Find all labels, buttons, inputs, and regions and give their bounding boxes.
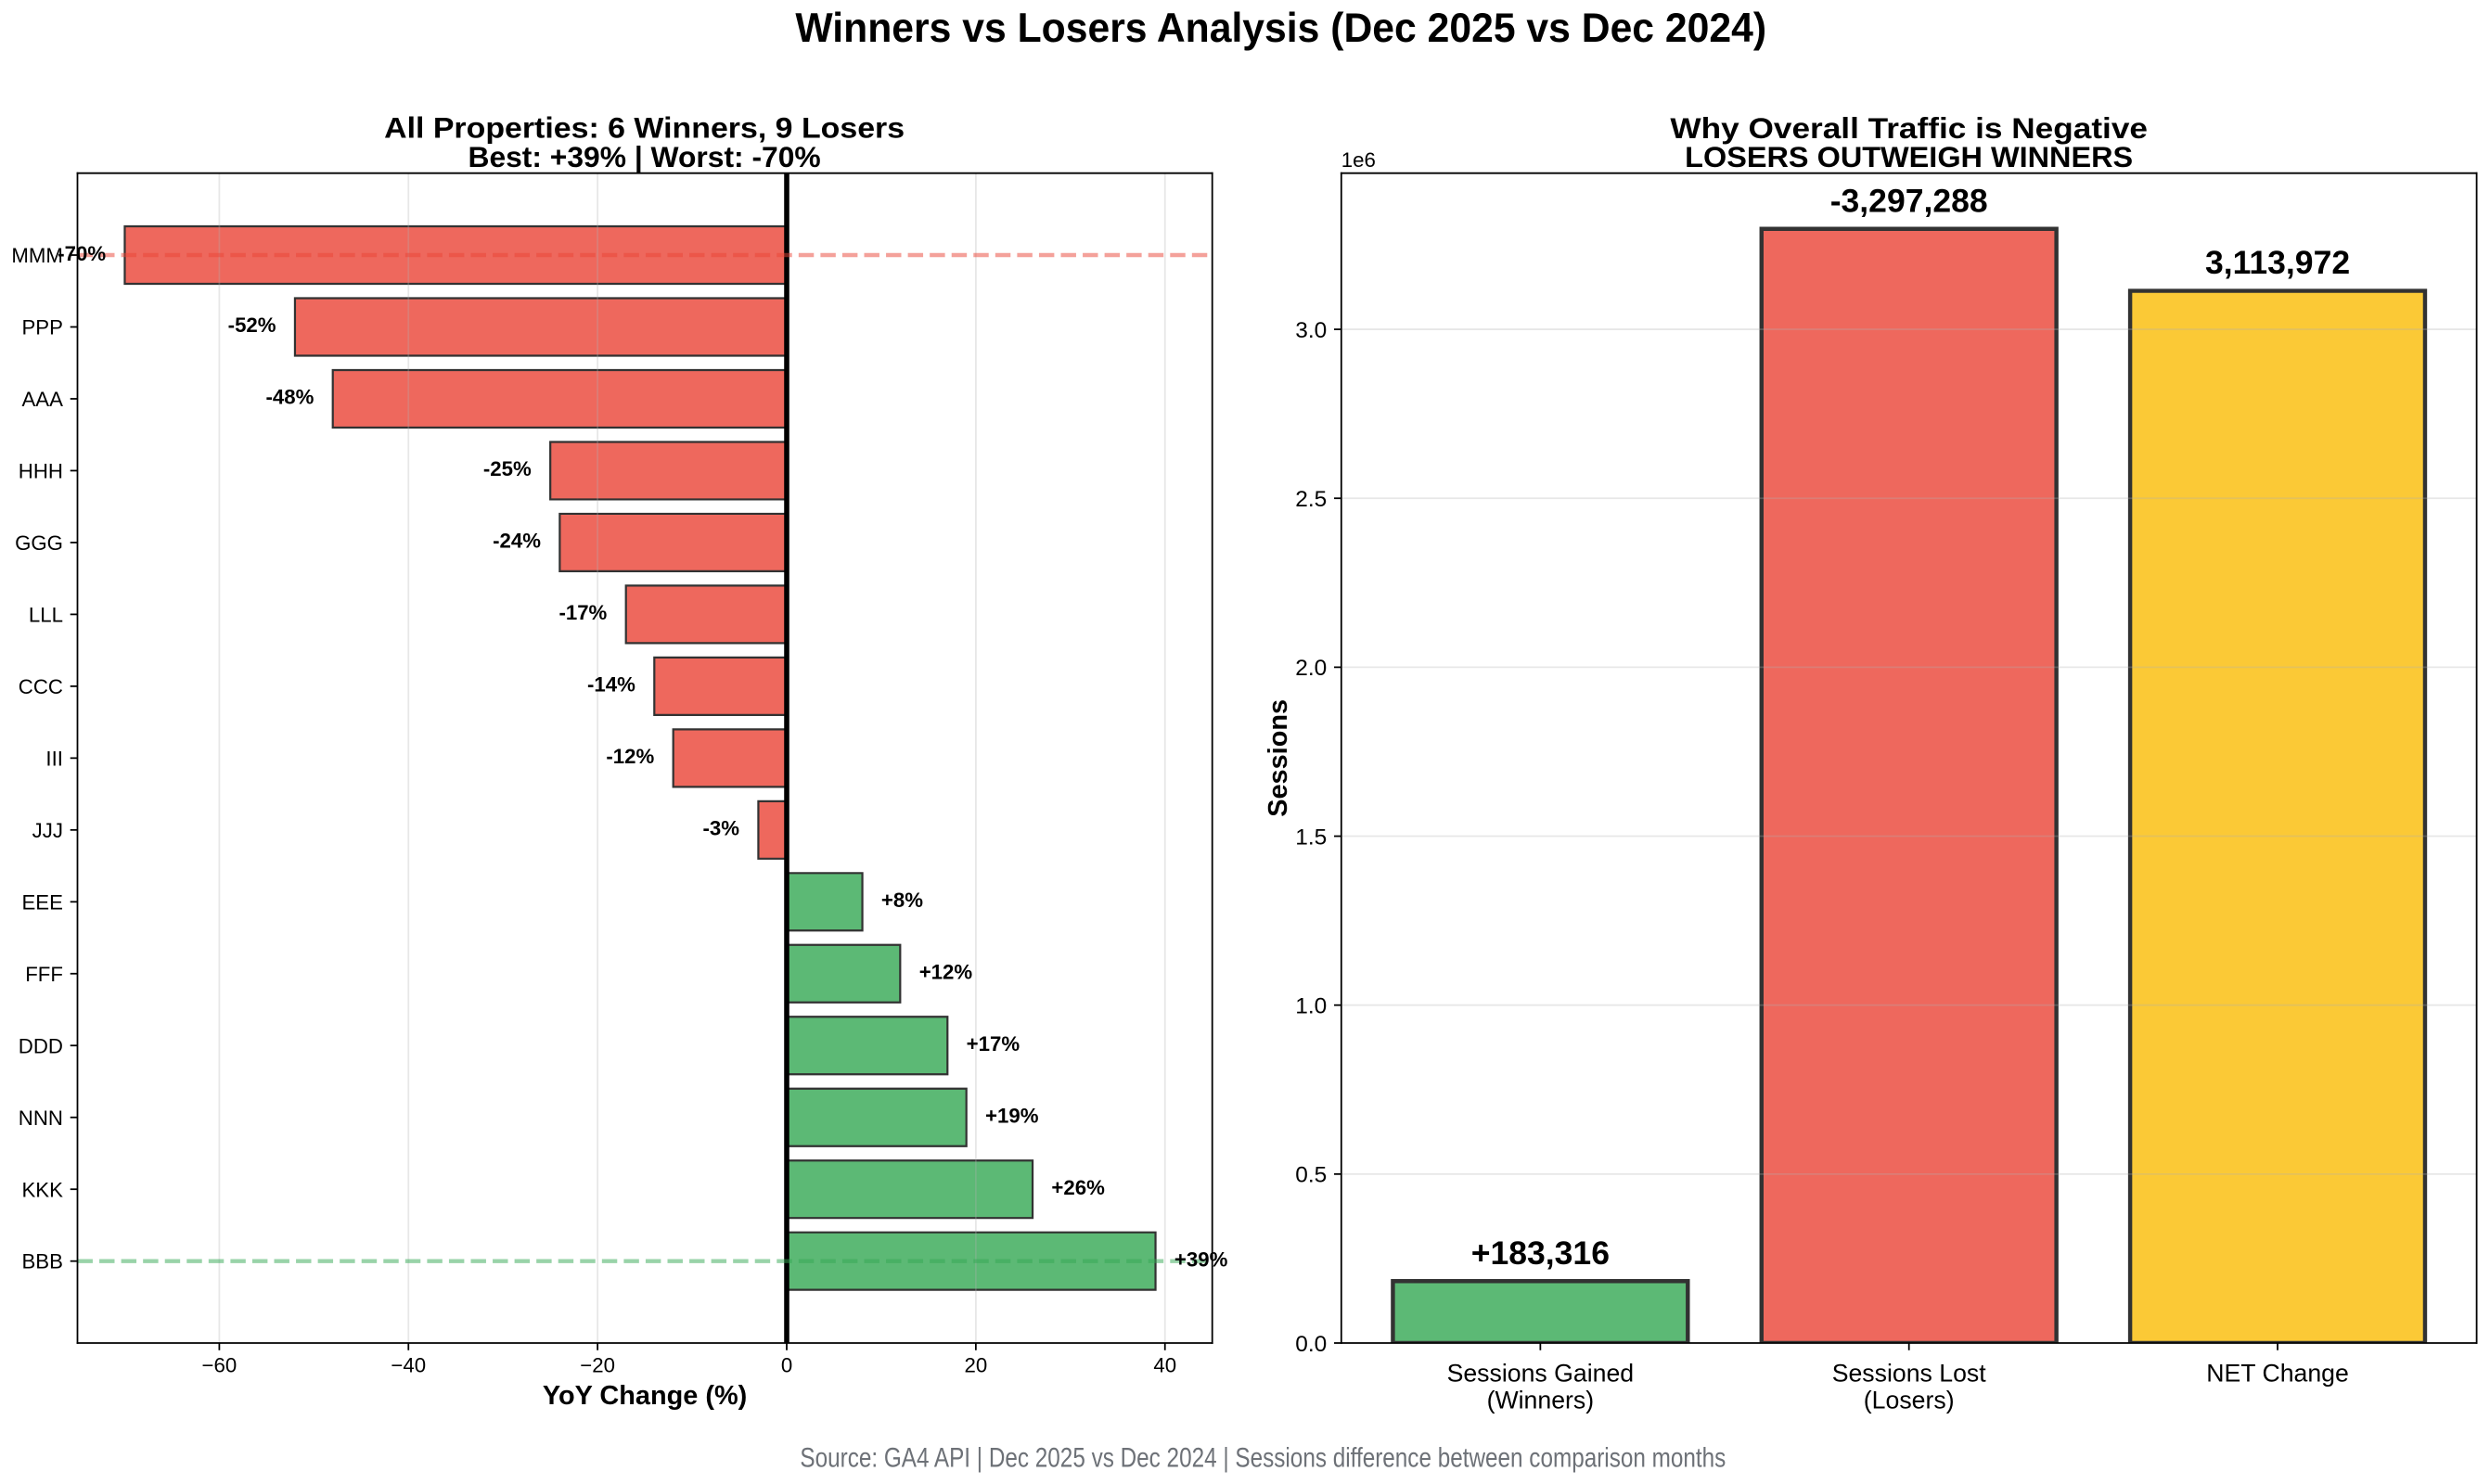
svg-text:1.5: 1.5: [1295, 825, 1327, 850]
svg-text:+26%: +26%: [1051, 1176, 1105, 1199]
svg-text:20: 20: [965, 1354, 988, 1377]
svg-text:MMM: MMM: [11, 244, 63, 267]
svg-text:2.0: 2.0: [1295, 656, 1327, 681]
svg-text:-3%: -3%: [703, 817, 740, 840]
svg-text:III: III: [45, 747, 63, 770]
svg-text:LOSERS OUTWEIGH WINNERS: LOSERS OUTWEIGH WINNERS: [1685, 141, 2133, 173]
svg-text:1e6: 1e6: [1341, 148, 1376, 172]
svg-text:+183,316: +183,316: [1471, 1235, 1610, 1272]
svg-text:2.5: 2.5: [1295, 487, 1327, 512]
svg-text:All Properties: 6 Winners, 9 L: All Properties: 6 Winners, 9 Losers: [384, 112, 905, 145]
svg-text:-70%: -70%: [58, 242, 106, 265]
svg-text:HHH: HHH: [19, 460, 63, 483]
svg-text:+19%: +19%: [985, 1104, 1039, 1127]
svg-text:-14%: -14%: [587, 673, 635, 697]
svg-text:+39%: +39%: [1174, 1247, 1228, 1271]
svg-text:3.0: 3.0: [1295, 318, 1327, 343]
svg-text:CCC: CCC: [19, 675, 63, 698]
svg-text:-3,297,288: -3,297,288: [1830, 182, 1988, 219]
svg-text:AAA: AAA: [21, 388, 63, 411]
svg-text:−40: −40: [391, 1354, 426, 1377]
svg-text:EEE: EEE: [21, 890, 62, 914]
svg-text:-52%: -52%: [228, 313, 276, 337]
svg-text:Sessions Gained: Sessions Gained: [1447, 1360, 1635, 1388]
svg-text:Sessions Lost: Sessions Lost: [1832, 1360, 1987, 1388]
svg-text:-24%: -24%: [493, 530, 541, 553]
svg-text:+8%: +8%: [881, 889, 923, 912]
svg-text:KKK: KKK: [21, 1178, 63, 1201]
svg-text:-48%: -48%: [265, 386, 314, 409]
svg-text:Best: +39% | Worst: -70%: Best: +39% | Worst: -70%: [468, 141, 820, 173]
svg-text:LLL: LLL: [29, 603, 63, 626]
svg-text:FFF: FFF: [25, 963, 63, 986]
svg-text:GGG: GGG: [15, 531, 63, 555]
svg-text:BBB: BBB: [21, 1250, 62, 1273]
svg-text:3,113,972: 3,113,972: [2205, 244, 2350, 281]
svg-text:40: 40: [1153, 1354, 1176, 1377]
svg-text:0.5: 0.5: [1295, 1163, 1327, 1188]
svg-text:Why Overall Traffic is Negativ: Why Overall Traffic is Negative: [1670, 112, 2148, 145]
svg-text:(Winners): (Winners): [1487, 1386, 1595, 1414]
svg-text:Winners vs Losers Analysis (De: Winners vs Losers Analysis (Dec 2025 vs …: [795, 6, 1766, 51]
svg-text:NET Change: NET Change: [2206, 1360, 2349, 1388]
svg-text:-12%: -12%: [606, 745, 654, 768]
svg-text:1.0: 1.0: [1295, 994, 1327, 1019]
svg-text:+12%: +12%: [919, 961, 973, 984]
svg-text:NNN: NNN: [19, 1107, 63, 1130]
svg-text:PPP: PPP: [21, 316, 62, 339]
svg-text:+17%: +17%: [967, 1032, 1020, 1055]
svg-text:-17%: -17%: [558, 601, 607, 624]
svg-text:Source: GA4 API | Dec 2025 vs: Source: GA4 API | Dec 2025 vs Dec 2024 |…: [800, 1443, 1726, 1474]
svg-text:(Losers): (Losers): [1864, 1386, 1955, 1414]
svg-text:−60: −60: [202, 1354, 237, 1377]
svg-text:Sessions: Sessions: [1264, 699, 1293, 817]
svg-text:-25%: -25%: [483, 457, 532, 480]
svg-text:JJJ: JJJ: [32, 819, 63, 842]
svg-text:−20: −20: [580, 1354, 615, 1377]
svg-text:0.0: 0.0: [1295, 1332, 1327, 1357]
svg-text:0: 0: [781, 1354, 792, 1377]
svg-text:YoY Change (%): YoY Change (%): [543, 1381, 747, 1411]
svg-text:DDD: DDD: [19, 1034, 63, 1057]
